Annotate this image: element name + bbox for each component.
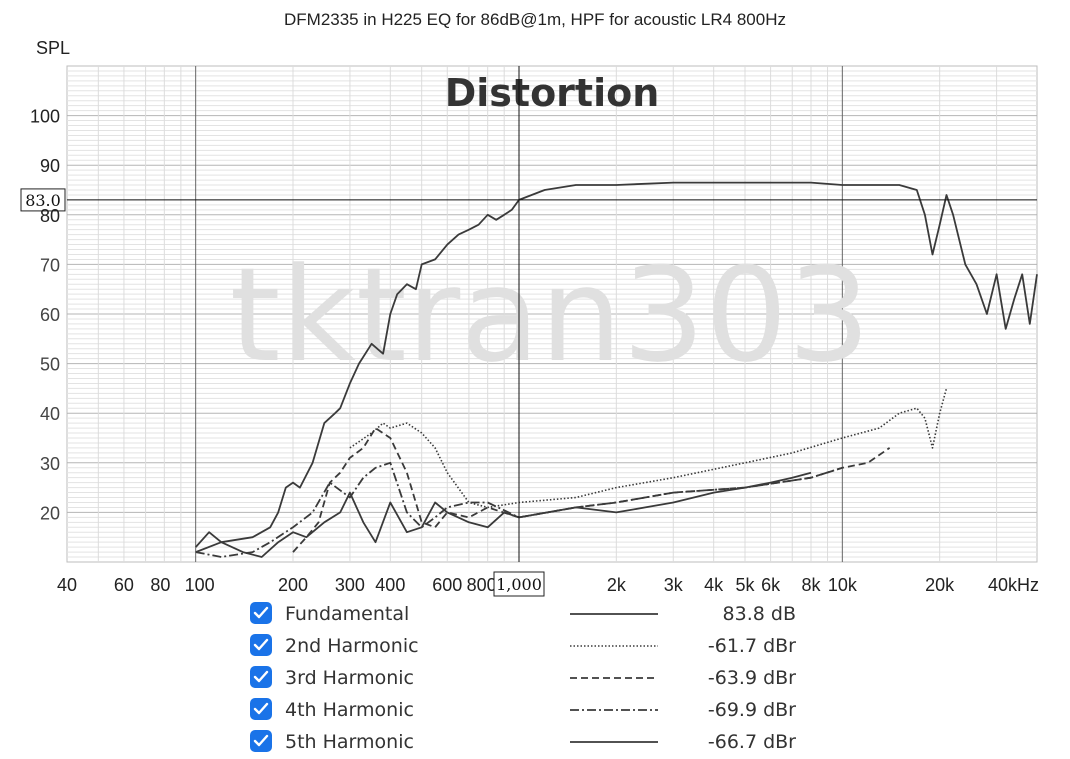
- checkmark-icon: [253, 702, 269, 715]
- legend-line-sample: [570, 741, 658, 743]
- series-line-4: [195, 461, 843, 558]
- x-tick-label: 80: [150, 575, 170, 595]
- checkmark-icon: [253, 670, 269, 683]
- y-tick-label: 70: [40, 255, 60, 275]
- y-tick-label: 100: [30, 107, 60, 127]
- checkmark-icon: [253, 734, 269, 747]
- series-checkbox[interactable]: [250, 666, 272, 688]
- y-tick-label: 80: [40, 206, 60, 226]
- series-checkbox[interactable]: [250, 730, 272, 752]
- x-tick-label: 10k: [828, 575, 858, 595]
- series-layer: [195, 181, 1038, 558]
- legend-line-sample: [570, 677, 658, 679]
- x-tick-label: 600: [432, 575, 462, 595]
- chart-title: DFM2335 in H225 EQ for 86dB@1m, HPF for …: [284, 10, 786, 29]
- legend-value: -69.9 dBr: [707, 699, 796, 721]
- y-tick-label: 40: [40, 404, 60, 424]
- x-tick-labels: 40 60 80 100 200 300 400 600 800 1,000 2k 3k 4k 5k 6k 8…: [57, 571, 1039, 597]
- x-tick-label: 3k: [664, 575, 684, 595]
- series-line-1: [195, 181, 1038, 553]
- x-tick-label: 20k: [925, 575, 955, 595]
- y-tick-label: 60: [40, 305, 60, 325]
- x-tick-label: 300: [335, 575, 365, 595]
- series-checkbox[interactable]: [250, 698, 272, 720]
- checkmark-icon: [253, 606, 269, 619]
- overlay-title: Distortion: [445, 71, 660, 115]
- y-tick-label: 50: [40, 355, 60, 375]
- x-tick-label: 8k: [801, 575, 821, 595]
- x-tick-label: 100: [185, 575, 215, 595]
- cursor-x-label: 1,000: [496, 575, 542, 594]
- y-tick-label: 30: [40, 454, 60, 474]
- legend-item: 4th Harmonic -69.9 dBr: [250, 696, 830, 724]
- watermark: tktran303: [230, 239, 871, 391]
- cursor-y-box: [20, 188, 66, 212]
- x-tick-label: 200: [278, 575, 308, 595]
- y-tick-labels: 20 30 40 50 60 70 80 90 100: [30, 107, 60, 524]
- legend-label: 3rd Harmonic: [285, 667, 414, 689]
- x-tick-label: 5k: [735, 575, 755, 595]
- x-tick-label: 400: [375, 575, 405, 595]
- series-line-2: [349, 388, 948, 509]
- legend-line-sample: [570, 709, 658, 711]
- x-tick-label: 60: [114, 575, 134, 595]
- legend-item: 3rd Harmonic -63.9 dBr: [250, 664, 830, 692]
- x-tick-label: 800: [467, 575, 497, 595]
- grid: [67, 66, 1037, 562]
- legend-line-sample: [570, 645, 658, 647]
- checkmark-icon: [253, 638, 269, 651]
- legend-label: 4th Harmonic: [285, 699, 414, 721]
- y-tick-label: 90: [40, 156, 60, 176]
- x-tick-label: 6k: [761, 575, 781, 595]
- legend-value: -66.7 dBr: [707, 731, 796, 753]
- x-tick-label: 4k: [704, 575, 724, 595]
- legend-value: -61.7 dBr: [707, 635, 796, 657]
- legend-label: 5th Harmonic: [285, 731, 414, 753]
- series-line-5: [195, 471, 812, 558]
- legend-item: Fundamental 83.8 dB: [250, 600, 830, 628]
- legend-item: 5th Harmonic -66.7 dBr: [250, 728, 830, 756]
- legend-value: -63.9 dBr: [707, 667, 796, 689]
- legend-label: Fundamental: [285, 603, 410, 625]
- legend-value: 83.8 dB: [722, 603, 796, 625]
- y-tick-label: 20: [40, 503, 60, 523]
- x-tick-label: 40: [57, 575, 77, 595]
- distortion-chart: DFM2335 in H225 EQ for 86dB@1m, HPF for …: [20, 10, 1039, 597]
- cursor-x-box: [493, 571, 545, 597]
- x-tick-label: 40kHz: [988, 575, 1039, 595]
- series-checkbox[interactable]: [250, 602, 272, 624]
- cursor[interactable]: 83.0: [20, 66, 1037, 562]
- series-checkbox[interactable]: [250, 634, 272, 656]
- legend-label: 2nd Harmonic: [285, 635, 419, 657]
- legend-line-sample: [570, 613, 658, 615]
- y-axis-label: SPL: [36, 38, 70, 58]
- x-tick-label: 2k: [607, 575, 627, 595]
- cursor-y-label: 83.0: [25, 191, 61, 210]
- legend-item: 2nd Harmonic -61.7 dBr: [250, 632, 830, 660]
